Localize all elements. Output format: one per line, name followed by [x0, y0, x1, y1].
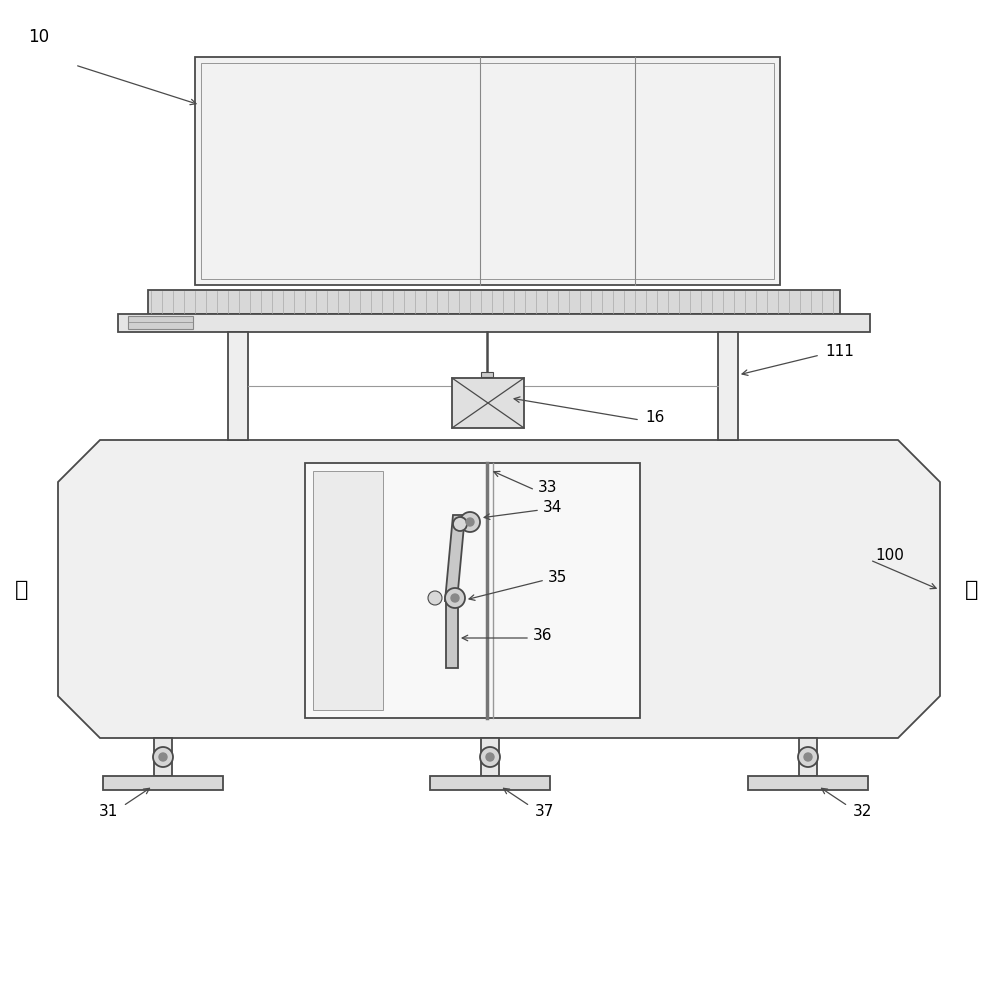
Circle shape	[159, 753, 167, 761]
Polygon shape	[58, 440, 940, 738]
Bar	[128, 316, 193, 329]
Text: 33: 33	[538, 480, 558, 494]
Circle shape	[153, 747, 173, 767]
Bar	[228, 332, 248, 440]
Text: 16: 16	[645, 410, 664, 425]
Text: 100: 100	[875, 548, 904, 563]
Circle shape	[486, 753, 494, 761]
Text: 后: 后	[965, 580, 979, 600]
Circle shape	[466, 518, 474, 526]
Circle shape	[428, 591, 442, 605]
Bar	[313, 471, 383, 710]
Circle shape	[480, 747, 500, 767]
Text: 36: 36	[533, 627, 552, 643]
Circle shape	[445, 588, 465, 608]
Bar	[481, 372, 493, 377]
Text: 111: 111	[825, 344, 854, 359]
Bar	[154, 738, 172, 776]
Text: 34: 34	[543, 499, 562, 514]
Text: 前: 前	[15, 580, 29, 600]
Bar	[201, 63, 774, 279]
Bar	[118, 314, 870, 332]
Circle shape	[451, 594, 459, 602]
Bar	[799, 738, 817, 776]
Bar	[481, 738, 499, 776]
Text: 32: 32	[853, 803, 872, 819]
Bar	[305, 463, 640, 718]
Text: 37: 37	[535, 803, 554, 819]
Circle shape	[460, 512, 480, 532]
Circle shape	[804, 753, 812, 761]
Bar	[748, 776, 868, 790]
Polygon shape	[446, 598, 458, 668]
Polygon shape	[445, 515, 465, 601]
Bar	[103, 776, 223, 790]
Text: 31: 31	[99, 803, 118, 819]
Text: 10: 10	[28, 28, 49, 46]
Bar	[195, 57, 780, 285]
Circle shape	[453, 517, 467, 531]
Bar	[452, 378, 524, 428]
Circle shape	[798, 747, 818, 767]
Bar	[718, 332, 738, 440]
Bar	[148, 290, 840, 314]
Bar	[430, 776, 550, 790]
Text: 35: 35	[548, 570, 567, 584]
